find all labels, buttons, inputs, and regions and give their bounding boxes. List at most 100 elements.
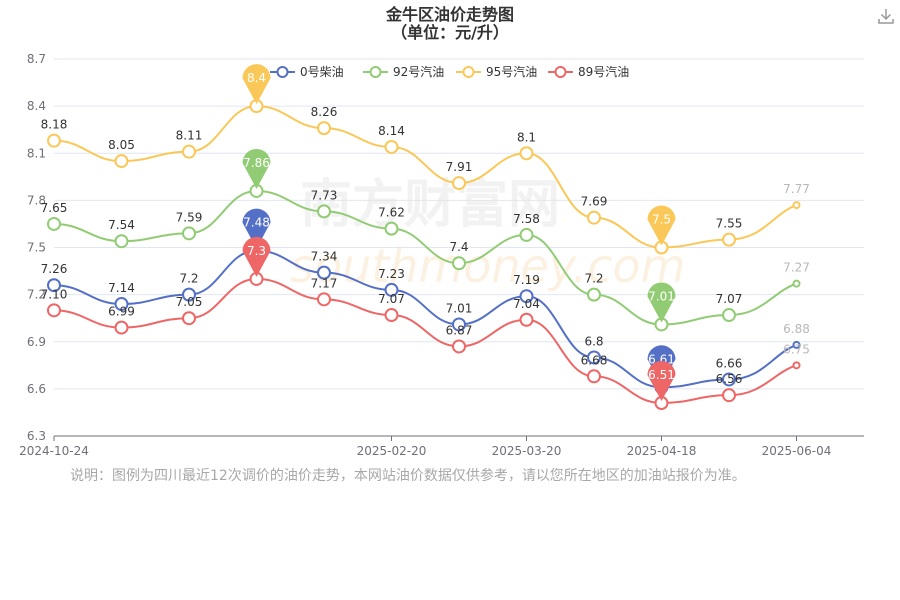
download-icon[interactable] — [876, 6, 896, 26]
data-point — [384, 139, 399, 154]
legend-item[interactable]: 92号汽油 — [363, 64, 444, 79]
legend-label: 95号汽油 — [486, 64, 537, 79]
data-labels: 7.26 7.14 7.2 7.34 7.23 7.01 7.19 6.8 6.66 6.88 7.… — [41, 105, 810, 386]
data-label: 6.66 — [716, 356, 743, 370]
data-point — [452, 339, 466, 354]
data-label: 6.56 — [716, 372, 743, 386]
data-label: 7.23 — [378, 267, 405, 281]
data-label: 7.10 — [41, 287, 68, 301]
data-point — [114, 320, 129, 335]
data-label: 8.14 — [378, 124, 405, 138]
pin-marker — [242, 236, 271, 277]
data-point — [47, 133, 61, 148]
x-tick-label: 2025-06-04 — [762, 444, 832, 458]
data-label: 6.87 — [446, 323, 473, 337]
data-label: 8.05 — [108, 138, 135, 152]
data-point — [792, 361, 801, 370]
y-tick-label: 8.7 — [27, 52, 46, 66]
y-tick-label: 7.8 — [27, 193, 46, 207]
data-label: 7.2 — [584, 272, 603, 286]
data-point — [317, 121, 331, 136]
data-label: 8.18 — [41, 118, 68, 132]
data-label: 7.62 — [378, 206, 405, 220]
data-point — [519, 312, 534, 327]
x-tick-label: 2025-02-20 — [357, 444, 427, 458]
legend-label: 92号汽油 — [393, 64, 444, 79]
data-label: 7.26 — [41, 262, 68, 276]
y-tick-label: 8.1 — [27, 146, 46, 160]
data-label: 6.88 — [783, 322, 810, 336]
pin-marker — [242, 208, 271, 249]
legend-marker — [554, 66, 567, 78]
chart-subtitle: （单位：元/升） — [391, 23, 509, 42]
data-label: 6.75 — [783, 342, 810, 356]
legend[interactable]: 0号柴油 92号汽油 95号汽油 89号汽油 — [270, 64, 629, 79]
data-point — [114, 234, 129, 249]
legend-label: 89号汽油 — [578, 64, 629, 79]
pin-marker — [647, 361, 676, 402]
data-label: 7.91 — [446, 160, 473, 174]
data-label: 8.26 — [311, 105, 338, 119]
data-point — [452, 176, 466, 191]
data-point — [519, 146, 534, 161]
data-label: 7.17 — [311, 276, 338, 290]
x-tick-label: 2025-04-18 — [627, 444, 697, 458]
data-label: 7.65 — [41, 201, 68, 215]
data-point — [792, 279, 801, 288]
data-point — [587, 287, 601, 302]
x-axis: 2024-10-24 2025-02-20 2025-03-20 2025-04-18… — [19, 435, 864, 458]
data-label: 7.01 — [446, 301, 473, 315]
data-point — [519, 227, 534, 242]
data-label: 7.54 — [108, 218, 135, 232]
data-point — [47, 303, 61, 318]
pin-marker — [242, 148, 271, 189]
legend-item[interactable]: 95号汽油 — [456, 64, 537, 79]
data-point — [384, 308, 399, 323]
data-label: 7.27 — [783, 261, 810, 275]
data-point — [114, 297, 129, 312]
pin-label: 8.4 — [247, 71, 266, 85]
data-point — [182, 226, 196, 241]
y-tick-label: 7.5 — [27, 241, 46, 255]
data-point — [792, 201, 801, 210]
watermark-cn: 南方财富网 — [300, 175, 560, 235]
data-point — [587, 350, 601, 365]
data-point — [317, 292, 331, 307]
y-tick-label: 6.9 — [27, 335, 46, 349]
data-point — [587, 369, 601, 384]
data-label: 7.69 — [581, 195, 608, 209]
y-tick-label: 7.2 — [27, 288, 46, 302]
y-axis: 6.3 6.6 6.9 7.2 7.5 7.8 8.1 8.4 8.7 — [27, 52, 46, 443]
series-points — [47, 99, 801, 411]
legend-item[interactable]: 0号柴油 — [270, 65, 344, 79]
chart-title: 金牛区油价走势图 — [385, 5, 514, 24]
pin-label: 7.3 — [247, 244, 266, 258]
data-label: 7.07 — [378, 292, 405, 306]
data-label: 6.99 — [108, 305, 135, 319]
data-point — [182, 287, 196, 302]
data-label: 7.34 — [311, 250, 338, 264]
data-point — [519, 289, 534, 304]
legend-item[interactable]: 89号汽油 — [548, 64, 629, 79]
data-label: 8.1 — [517, 130, 536, 144]
y-tick-label: 6.6 — [27, 382, 46, 396]
data-point — [182, 144, 196, 159]
data-label: 7.77 — [783, 182, 810, 196]
data-label: 7.73 — [311, 188, 338, 202]
y-tick-label: 8.4 — [27, 99, 46, 113]
data-point — [182, 311, 196, 326]
data-point — [47, 278, 61, 293]
pin-marker — [647, 205, 676, 246]
pin-label: 6.51 — [648, 368, 675, 382]
data-point — [722, 388, 736, 403]
legend-label: 0号柴油 — [300, 65, 344, 79]
x-tick-label: 2025-03-20 — [492, 444, 562, 458]
legend-marker — [369, 66, 382, 78]
extreme-markers: 7.486.617.867.018.47.57.36.51 — [242, 64, 676, 402]
data-point — [722, 308, 736, 323]
pin-label: 7.5 — [652, 213, 671, 227]
data-point — [452, 256, 466, 271]
watermark: 南方财富网 southmoney.com — [290, 175, 685, 293]
data-point — [722, 232, 736, 247]
